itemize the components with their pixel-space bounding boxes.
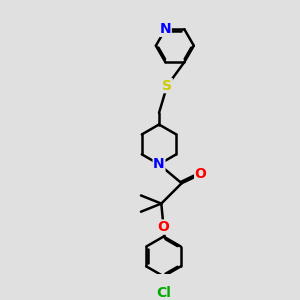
Text: O: O: [158, 220, 169, 234]
Text: S: S: [162, 79, 172, 93]
Text: N: N: [160, 22, 171, 36]
Text: O: O: [195, 167, 206, 181]
Text: N: N: [153, 157, 165, 171]
Text: Cl: Cl: [156, 286, 171, 300]
